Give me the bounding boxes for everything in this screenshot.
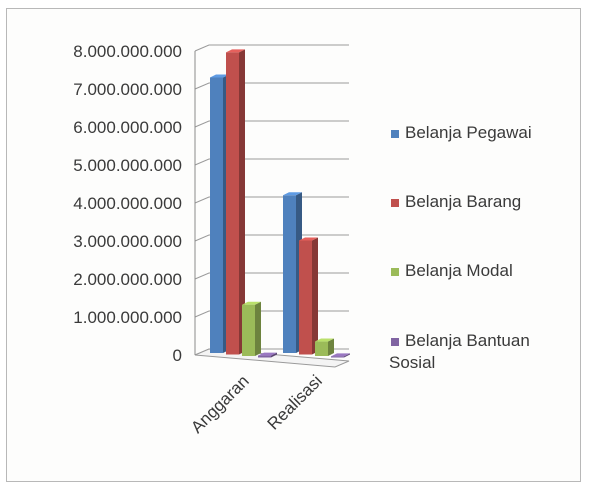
bar-front — [242, 304, 255, 356]
gridline — [194, 158, 349, 166]
bar-side — [328, 338, 334, 356]
legend-item: Belanja Bantuan Sosial — [389, 331, 530, 372]
bar-top — [210, 74, 229, 78]
legend-label: Belanja Barang — [405, 192, 521, 211]
legend-swatch — [391, 268, 399, 276]
y-tick-label: 5.000.000.000 — [73, 156, 182, 175]
bar-anggaran-2 — [226, 49, 245, 355]
bar-side — [271, 352, 277, 358]
bar-top — [226, 49, 245, 53]
x-category-label: Anggaran — [187, 371, 253, 437]
legend-item: Belanja Barang — [391, 192, 521, 211]
bar-side — [344, 353, 350, 358]
bar-realisasi-2 — [299, 237, 318, 355]
y-tick-label: 4.000.000.000 — [73, 194, 182, 213]
bar-top — [242, 301, 261, 305]
y-tick-label: 6.000.000.000 — [73, 118, 182, 137]
legend-label: Belanja Bantuan Sosial — [389, 331, 530, 372]
bar-realisasi-4 — [331, 353, 350, 358]
legend-swatch — [391, 199, 399, 207]
bar-front — [283, 195, 296, 353]
x-category-label: Realisasi — [264, 371, 326, 433]
bar-front — [315, 341, 328, 356]
bar-front — [299, 240, 312, 355]
bar-top — [315, 338, 334, 342]
gridline — [194, 44, 349, 52]
bar-anggaran-4 — [258, 352, 277, 358]
bar-top — [258, 352, 277, 356]
y-tick-labels: 8.000.000.000 7.000.000.000 6.000.000.000 5… — [73, 42, 182, 365]
y-tick-label: 7.000.000.000 — [73, 80, 182, 99]
y-tick-label: 2.000.000.000 — [73, 270, 182, 289]
bar-front — [226, 52, 239, 355]
bar-top — [283, 192, 302, 196]
bar-top — [331, 353, 350, 357]
bar-top — [299, 237, 318, 241]
bars — [210, 49, 350, 358]
legend: Belanja Pegawai Belanja Barang Belanja Mod… — [389, 123, 532, 372]
bar-side — [255, 301, 261, 356]
y-tick-label: 1.000.000.000 — [73, 308, 182, 327]
legend-label: Belanja Pegawai — [405, 123, 532, 142]
legend-label: Belanja Modal — [405, 261, 513, 280]
bar-front — [258, 355, 271, 358]
legend-swatch — [391, 338, 399, 346]
legend-swatch — [391, 130, 399, 138]
gridline — [194, 196, 349, 204]
y-tick-label: 8.000.000.000 — [73, 42, 182, 61]
bar-realisasi-3 — [315, 338, 334, 356]
x-category-labels: Anggaran Realisasi — [187, 371, 326, 437]
gridline — [194, 120, 349, 128]
y-tick-label: 0 — [173, 346, 182, 365]
y-tick-label: 3.000.000.000 — [73, 232, 182, 251]
bar-side — [239, 49, 245, 355]
bar-anggaran-3 — [242, 301, 261, 356]
bar-front — [210, 77, 223, 353]
gridline — [194, 234, 349, 242]
bar-side — [312, 237, 318, 355]
legend-item: Belanja Pegawai — [391, 123, 532, 142]
legend-item: Belanja Modal — [391, 261, 513, 280]
bar-front — [331, 356, 344, 358]
gridline — [194, 82, 349, 90]
